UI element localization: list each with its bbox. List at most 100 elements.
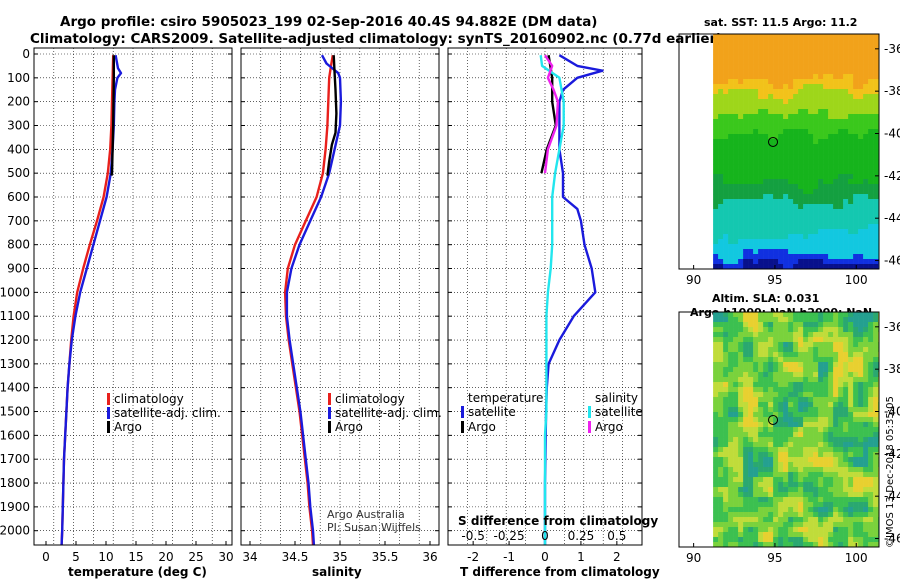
map-cell — [853, 367, 859, 373]
map-cell — [873, 397, 879, 403]
map-cell — [823, 219, 829, 225]
map-cell — [843, 377, 849, 383]
map-cell — [768, 412, 774, 418]
map-cell — [788, 327, 794, 333]
map-cell — [718, 59, 724, 65]
map-cell — [728, 442, 734, 448]
map-cell — [828, 124, 834, 130]
map-cell — [873, 462, 879, 468]
map-cell — [733, 532, 739, 538]
map-cell — [853, 412, 859, 418]
map-cell — [768, 224, 774, 230]
map-cell — [843, 427, 849, 433]
map-cell — [843, 422, 849, 428]
map-cell — [798, 407, 804, 413]
map-cell — [828, 84, 834, 90]
series-line-satellite-adj-clim- — [60, 54, 123, 545]
map-cell — [818, 69, 824, 75]
map-cell — [833, 527, 839, 533]
map-cell — [823, 64, 829, 70]
map-cell — [723, 392, 729, 398]
map-cell — [748, 114, 754, 120]
map-cell — [808, 347, 814, 353]
map-cell — [763, 372, 769, 378]
map-cell — [773, 69, 779, 75]
map-cell — [818, 49, 824, 55]
map-cell — [773, 184, 779, 190]
map-cell — [808, 199, 814, 205]
map-cell — [758, 114, 764, 120]
map-cell — [798, 244, 804, 250]
map-cell — [768, 54, 774, 60]
map-cell — [763, 59, 769, 65]
map-cell — [793, 104, 799, 110]
map-cell — [843, 497, 849, 503]
map-cell — [813, 84, 819, 90]
map-cell — [798, 39, 804, 45]
map-cell — [728, 64, 734, 70]
map-cell — [808, 49, 814, 55]
map-cell — [823, 317, 829, 323]
map-cell — [738, 174, 744, 180]
map-cell — [838, 44, 844, 50]
s-tick-label: 0.5 — [607, 529, 626, 543]
map-cell — [808, 487, 814, 493]
map-cell — [723, 402, 729, 408]
map-cell — [768, 79, 774, 85]
x-tick-label: 15 — [128, 550, 143, 564]
map-cell — [868, 164, 874, 170]
map-cell — [828, 387, 834, 393]
map-cell — [828, 412, 834, 418]
temperature-axes-frame — [33, 47, 233, 546]
map-cell — [783, 402, 789, 408]
map-cell — [718, 194, 724, 200]
map-cell — [868, 537, 874, 543]
map-cell — [858, 502, 864, 508]
map-cell — [778, 377, 784, 383]
map-cell — [823, 244, 829, 250]
map-cell — [793, 154, 799, 160]
series-line-argo — [326, 55, 338, 176]
map-cell — [868, 347, 874, 353]
map-cell — [788, 507, 794, 513]
map-cell — [838, 472, 844, 478]
map-cell — [818, 79, 824, 85]
map-cell — [713, 214, 719, 220]
map-cell — [743, 467, 749, 473]
map-cell — [863, 507, 869, 513]
map-cell — [758, 219, 764, 225]
map-cell — [833, 317, 839, 323]
map-cell — [813, 512, 819, 518]
map-cell — [733, 322, 739, 328]
map-cell — [838, 342, 844, 348]
map-cell — [828, 224, 834, 230]
map-cell — [733, 259, 739, 265]
map-cell — [768, 234, 774, 240]
map-cell — [863, 322, 869, 328]
map-cell — [723, 184, 729, 190]
map-cell — [793, 402, 799, 408]
map-cell — [723, 332, 729, 338]
map-cell — [798, 189, 804, 195]
series-line-climatology — [283, 55, 334, 545]
map-cell — [833, 387, 839, 393]
map-cell — [763, 69, 769, 75]
map-cell — [813, 104, 819, 110]
map-cell — [803, 84, 809, 90]
t-difference-tick-labels: -2 -1 0 1 2 — [467, 550, 621, 564]
map-cell — [868, 134, 874, 140]
map-cell — [853, 482, 859, 488]
map-cell — [853, 99, 859, 105]
map-cell — [853, 204, 859, 210]
map-cell — [733, 452, 739, 458]
map-cell — [763, 427, 769, 433]
map-cell — [723, 507, 729, 513]
map-cell — [858, 417, 864, 423]
map-cell — [803, 327, 809, 333]
map-cell — [818, 159, 824, 165]
map-cell — [768, 382, 774, 388]
map-cell — [723, 134, 729, 140]
map-cell — [778, 462, 784, 468]
map-cell — [748, 327, 754, 333]
map-cell — [743, 94, 749, 100]
